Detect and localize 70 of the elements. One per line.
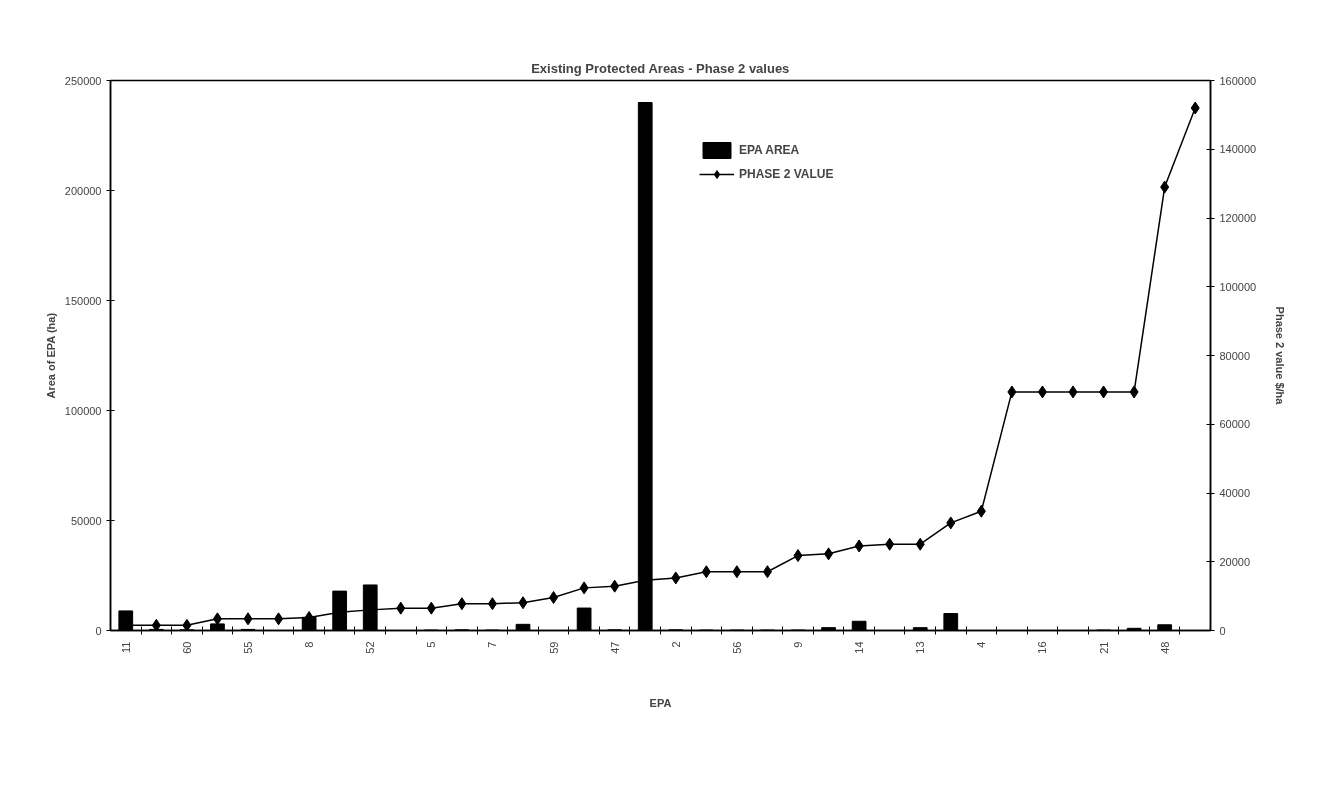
x-tick-label: 48 [1158,641,1171,654]
x-tick-label: 13 [914,641,927,654]
y2-tick-label: 100000 [1219,280,1257,293]
legend-label: PHASE 2 VALUE [739,167,834,181]
y2-tick-label: 120000 [1219,212,1257,224]
y2-tick-label: 140000 [1219,143,1257,156]
point [487,597,497,611]
legend-label: EPA AREA [739,143,800,157]
point [274,612,284,626]
point [549,591,559,604]
point [610,579,620,593]
point [885,537,895,551]
y-tick-label: 0 [95,624,102,637]
point [976,504,986,518]
point [182,618,192,631]
point [1160,180,1170,194]
y2-tick-label: 40000 [1219,487,1251,499]
x-tick-label: 7 [486,641,499,648]
point [426,601,436,615]
point [1190,101,1200,115]
y2-tick-label: 160000 [1219,74,1257,87]
x-tick-label: 14 [853,641,866,654]
y2-tick-label: 20000 [1219,555,1251,568]
point [579,581,589,595]
x-tick-label: 8 [303,641,316,648]
point [701,565,711,579]
point [1007,385,1017,399]
y-tick-label: 200000 [64,184,102,197]
x-tick-label: 47 [608,641,621,654]
x-axis-title: EPA [649,696,672,709]
point [1099,385,1109,399]
y-tick-label: 50000 [70,514,102,527]
x-tick-label: 16 [1036,641,1049,654]
point [732,565,742,579]
x-tick-label: 55 [242,641,254,654]
point [1037,385,1047,399]
point [1129,385,1139,399]
x-tick-label: 52 [364,641,377,654]
y2-tick-label: 80000 [1219,349,1251,362]
point [946,516,956,530]
point [243,612,253,626]
x-tick-label: 60 [180,641,193,654]
x-tick-label: 56 [730,641,743,654]
x-tick-label: 5 [425,641,438,648]
point [762,565,772,579]
y2-axis-title: Phase 2 value $/ha [1274,306,1287,406]
point [518,596,528,610]
x-tick-label: 11 [119,641,132,653]
point [854,539,864,553]
point [671,571,681,585]
point [212,612,222,626]
point [457,597,467,611]
y-tick-label: 150000 [64,294,102,307]
x-tick-label: 59 [547,641,560,654]
point [396,601,406,615]
x-tick-label: 2 [669,641,682,648]
y2-tick-label: 0 [1219,624,1226,637]
point [793,549,803,563]
point [1068,385,1078,399]
x-tick-label: 9 [792,641,804,648]
y-tick-label: 100000 [64,404,102,417]
y-axis-title: Area of EPA (ha) [44,312,57,399]
x-tick-label: 21 [1097,641,1110,654]
point [824,547,834,561]
point [915,537,925,551]
chart-title: Existing Protected Areas - Phase 2 values [531,60,790,76]
y2-tick-label: 60000 [1219,418,1251,431]
y-tick-label: 250000 [64,74,102,87]
x-tick-label: 4 [975,641,988,648]
point [151,618,161,631]
